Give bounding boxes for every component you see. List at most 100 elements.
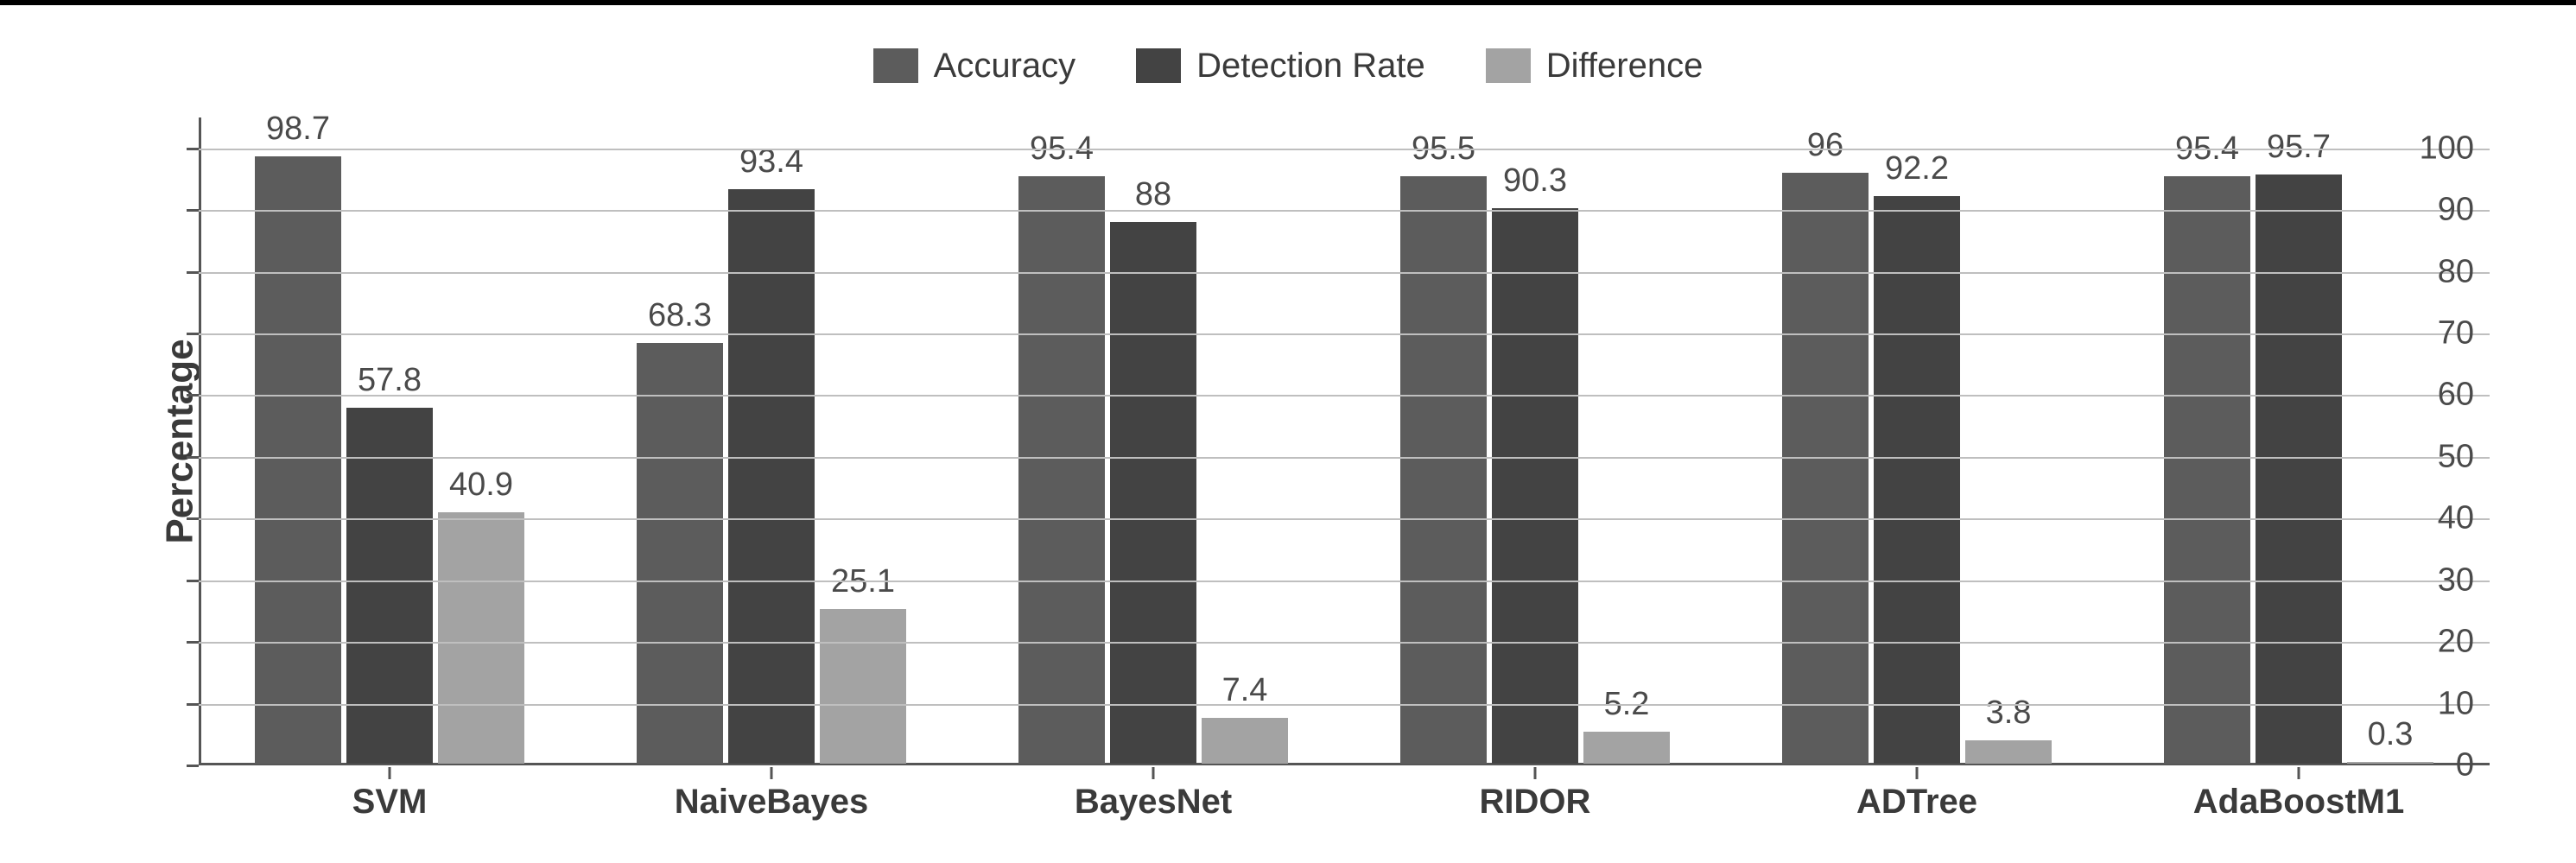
bar-wrap: 95.5 [1400, 117, 1487, 764]
gridline [199, 642, 2490, 644]
chart-frame: Accuracy Detection Rate Difference Percent… [0, 0, 2576, 863]
gridline [199, 518, 2490, 520]
gridline [199, 581, 2490, 582]
bar-group: 98.757.840.9SVM [199, 117, 581, 765]
x-category-label: AdaBoostM1 [2108, 783, 2490, 822]
gridline [199, 210, 2490, 212]
bar-group: 68.393.425.1NaiveBayes [581, 117, 962, 765]
y-tick [187, 209, 199, 212]
gridline [199, 333, 2490, 335]
x-tick [2298, 767, 2300, 779]
bar [1400, 176, 1487, 764]
bar [2164, 176, 2250, 764]
bar [728, 189, 815, 764]
bar [1583, 732, 1670, 764]
bar-wrap: 96 [1782, 117, 1869, 764]
bar-value-label: 0.3 [2368, 716, 2414, 753]
bar-wrap: 95.4 [2164, 117, 2250, 764]
bar [346, 408, 433, 764]
bar-wrap: 92.2 [1874, 117, 1960, 764]
bar [1874, 196, 1960, 764]
gridline [199, 272, 2490, 274]
legend-swatch [1136, 48, 1181, 83]
y-tick [187, 580, 199, 582]
bar [438, 512, 524, 764]
bar-value-label: 25.1 [831, 563, 895, 600]
bar [1110, 222, 1196, 764]
y-tick-label: 0 [2456, 747, 2474, 784]
bar [1492, 208, 1578, 764]
bar-wrap: 0.3 [2347, 117, 2433, 764]
bar-wrap: 88 [1110, 117, 1196, 764]
bar-value-label: 3.8 [1986, 695, 2032, 732]
bar-wrap: 95.7 [2256, 117, 2342, 764]
bar-wrap: 90.3 [1492, 117, 1578, 764]
x-category-label: NaiveBayes [581, 783, 962, 822]
legend: Accuracy Detection Rate Difference [52, 31, 2524, 100]
chart-container: Accuracy Detection Rate Difference Percent… [52, 31, 2524, 834]
legend-swatch [1486, 48, 1531, 83]
x-category-label: ADTree [1726, 783, 2108, 822]
bar-value-label: 92.2 [1885, 150, 1949, 187]
y-tick-label: 40 [2438, 500, 2474, 537]
bar-value-label: 90.3 [1503, 162, 1567, 200]
x-tick [389, 767, 391, 779]
x-tick [1534, 767, 1537, 779]
bar [1782, 173, 1869, 764]
y-tick-label: 10 [2438, 685, 2474, 722]
bar-wrap: 5.2 [1583, 117, 1670, 764]
bar-wrap: 93.4 [728, 117, 815, 764]
y-tick [187, 765, 199, 767]
bar [1202, 718, 1288, 764]
bar-wrap: 95.4 [1018, 117, 1105, 764]
x-category-label: SVM [199, 783, 581, 822]
legend-item: Detection Rate [1136, 47, 1425, 86]
bar [2347, 762, 2433, 764]
bar-wrap: 7.4 [1202, 117, 1288, 764]
gridline [199, 149, 2490, 150]
bar-group-bars: 95.4887.4 [962, 117, 1344, 764]
bar-group: 9692.23.8ADTree [1726, 117, 2108, 765]
bar-wrap: 68.3 [637, 117, 723, 764]
bar-wrap: 40.9 [438, 117, 524, 764]
y-tick-label: 100 [2420, 130, 2474, 167]
y-tick-label: 80 [2438, 253, 2474, 290]
bar-value-label: 98.7 [266, 111, 330, 148]
bar-value-label: 96 [1807, 127, 1843, 164]
bar-wrap: 25.1 [820, 117, 906, 764]
legend-label: Difference [1546, 47, 1704, 86]
bar-wrap: 3.8 [1965, 117, 2052, 764]
bar-groups: 98.757.840.9SVM68.393.425.1NaiveBayes95.… [199, 117, 2490, 765]
y-tick-label: 60 [2438, 377, 2474, 414]
gridline [199, 457, 2490, 459]
bar-value-label: 57.8 [358, 362, 422, 399]
plot-area: Percentage 98.757.840.9SVM68.393.425.1Na… [199, 117, 2490, 765]
x-tick [1916, 767, 1919, 779]
y-tick [187, 641, 199, 644]
legend-swatch [873, 48, 918, 83]
bar-group-bars: 98.757.840.9 [199, 117, 581, 764]
bar-group: 95.4887.4BayesNet [962, 117, 1344, 765]
legend-item: Difference [1486, 47, 1704, 86]
y-tick-label: 70 [2438, 315, 2474, 352]
bar-value-label: 68.3 [648, 297, 712, 334]
bar [2256, 175, 2342, 764]
bar-group-bars: 68.3 93.4 25.1 [581, 117, 962, 764]
bar-value-label: 40.9 [449, 466, 513, 504]
y-tick-label: 20 [2438, 624, 2474, 661]
gridline [199, 395, 2490, 397]
bar-wrap: 57.8 [346, 117, 433, 764]
bar-group: 95.590.35.2RIDOR [1344, 117, 1726, 765]
legend-label: Accuracy [934, 47, 1076, 86]
y-axis-title: Percentage [159, 339, 202, 543]
bar [820, 609, 906, 764]
y-tick [187, 271, 199, 274]
legend-item: Accuracy [873, 47, 1076, 86]
bar-group-bars: 95.5 90.3 5.2 [1344, 117, 1726, 764]
bar-group-bars: 95.495.7 0.3 [2108, 117, 2490, 764]
x-tick [771, 767, 773, 779]
bar-group-bars: 96 92.2 3.8 [1726, 117, 2108, 764]
bar [637, 343, 723, 764]
legend-label: Detection Rate [1196, 47, 1425, 86]
gridline [199, 704, 2490, 706]
